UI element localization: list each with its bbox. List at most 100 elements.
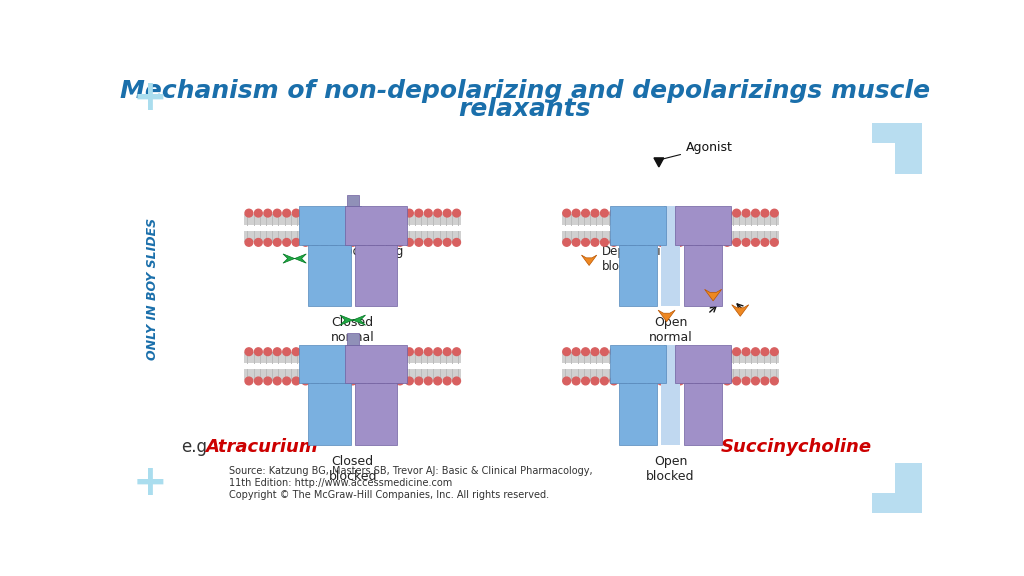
Circle shape (742, 377, 750, 385)
Circle shape (443, 348, 451, 355)
Circle shape (705, 377, 712, 385)
Circle shape (264, 348, 271, 355)
Circle shape (752, 348, 760, 355)
Circle shape (349, 348, 356, 355)
Circle shape (273, 209, 282, 217)
Circle shape (311, 348, 318, 355)
Bar (675, 206, 731, 245)
Circle shape (629, 348, 637, 355)
Circle shape (752, 209, 760, 217)
Bar (562, 214, 779, 225)
Text: Succinycholine: Succinycholine (721, 438, 872, 456)
Circle shape (770, 238, 778, 246)
Circle shape (406, 209, 414, 217)
Circle shape (648, 348, 655, 355)
Circle shape (453, 209, 461, 217)
Circle shape (434, 348, 441, 355)
Circle shape (339, 348, 347, 355)
Circle shape (685, 348, 693, 355)
Text: Closed
blocked: Closed blocked (329, 455, 377, 483)
Circle shape (667, 377, 675, 385)
Text: Closed
normal: Closed normal (331, 316, 375, 344)
Circle shape (733, 238, 740, 246)
Circle shape (723, 209, 731, 217)
Circle shape (752, 238, 760, 246)
Circle shape (714, 377, 722, 385)
Polygon shape (340, 315, 366, 325)
Circle shape (572, 238, 580, 246)
Text: Mechanism of non-depolarizing and depolarizings muscle: Mechanism of non-depolarizing and depola… (120, 79, 930, 103)
Text: Agonist: Agonist (662, 141, 733, 160)
Circle shape (695, 348, 702, 355)
Circle shape (638, 209, 646, 217)
Circle shape (563, 238, 570, 246)
Bar (610, 345, 666, 383)
Text: Source: Katzung BG, Masters SB, Trevor AJ: Basic & Clinical Pharmacology,
11th E: Source: Katzung BG, Masters SB, Trevor A… (228, 467, 592, 499)
Bar (675, 345, 731, 383)
Circle shape (770, 209, 778, 217)
Bar (245, 214, 461, 225)
Polygon shape (658, 310, 675, 321)
Circle shape (255, 348, 262, 355)
Circle shape (733, 377, 740, 385)
Circle shape (453, 348, 461, 355)
Circle shape (695, 238, 702, 246)
Circle shape (424, 209, 432, 217)
Circle shape (330, 377, 338, 385)
Polygon shape (283, 254, 306, 263)
Circle shape (273, 377, 282, 385)
Circle shape (591, 238, 599, 246)
Bar (618, 383, 657, 445)
Circle shape (648, 238, 655, 246)
Circle shape (591, 377, 599, 385)
Circle shape (255, 238, 262, 246)
Circle shape (563, 209, 570, 217)
Circle shape (742, 238, 750, 246)
Circle shape (321, 209, 329, 217)
Circle shape (723, 348, 731, 355)
Circle shape (714, 209, 722, 217)
Circle shape (321, 377, 329, 385)
Bar (308, 245, 351, 306)
Circle shape (396, 238, 403, 246)
Circle shape (610, 238, 617, 246)
Circle shape (273, 348, 282, 355)
Circle shape (349, 209, 356, 217)
Bar (872, 123, 922, 143)
Circle shape (620, 238, 627, 246)
Circle shape (349, 377, 356, 385)
Text: Depolarizing
blocker: Depolarizing blocker (602, 245, 677, 272)
Circle shape (302, 377, 309, 385)
Circle shape (629, 209, 637, 217)
Polygon shape (654, 158, 664, 167)
Polygon shape (705, 289, 722, 301)
Circle shape (387, 209, 394, 217)
Circle shape (600, 377, 608, 385)
Bar (354, 383, 397, 445)
Circle shape (676, 209, 684, 217)
Circle shape (302, 348, 309, 355)
Circle shape (705, 209, 712, 217)
Bar (872, 492, 922, 513)
Circle shape (255, 377, 262, 385)
Circle shape (676, 238, 684, 246)
Circle shape (292, 348, 300, 355)
Circle shape (648, 209, 655, 217)
Circle shape (321, 238, 329, 246)
Circle shape (311, 238, 318, 246)
Circle shape (657, 348, 665, 355)
Circle shape (770, 348, 778, 355)
Bar (345, 345, 407, 383)
Circle shape (349, 238, 356, 246)
Circle shape (339, 377, 347, 385)
Circle shape (406, 238, 414, 246)
Circle shape (610, 209, 617, 217)
Bar (562, 353, 779, 363)
Circle shape (292, 238, 300, 246)
Circle shape (415, 209, 423, 217)
Circle shape (358, 209, 366, 217)
Text: Atracurium: Atracurium (206, 438, 318, 456)
Circle shape (582, 348, 590, 355)
Circle shape (572, 209, 580, 217)
Circle shape (368, 209, 376, 217)
